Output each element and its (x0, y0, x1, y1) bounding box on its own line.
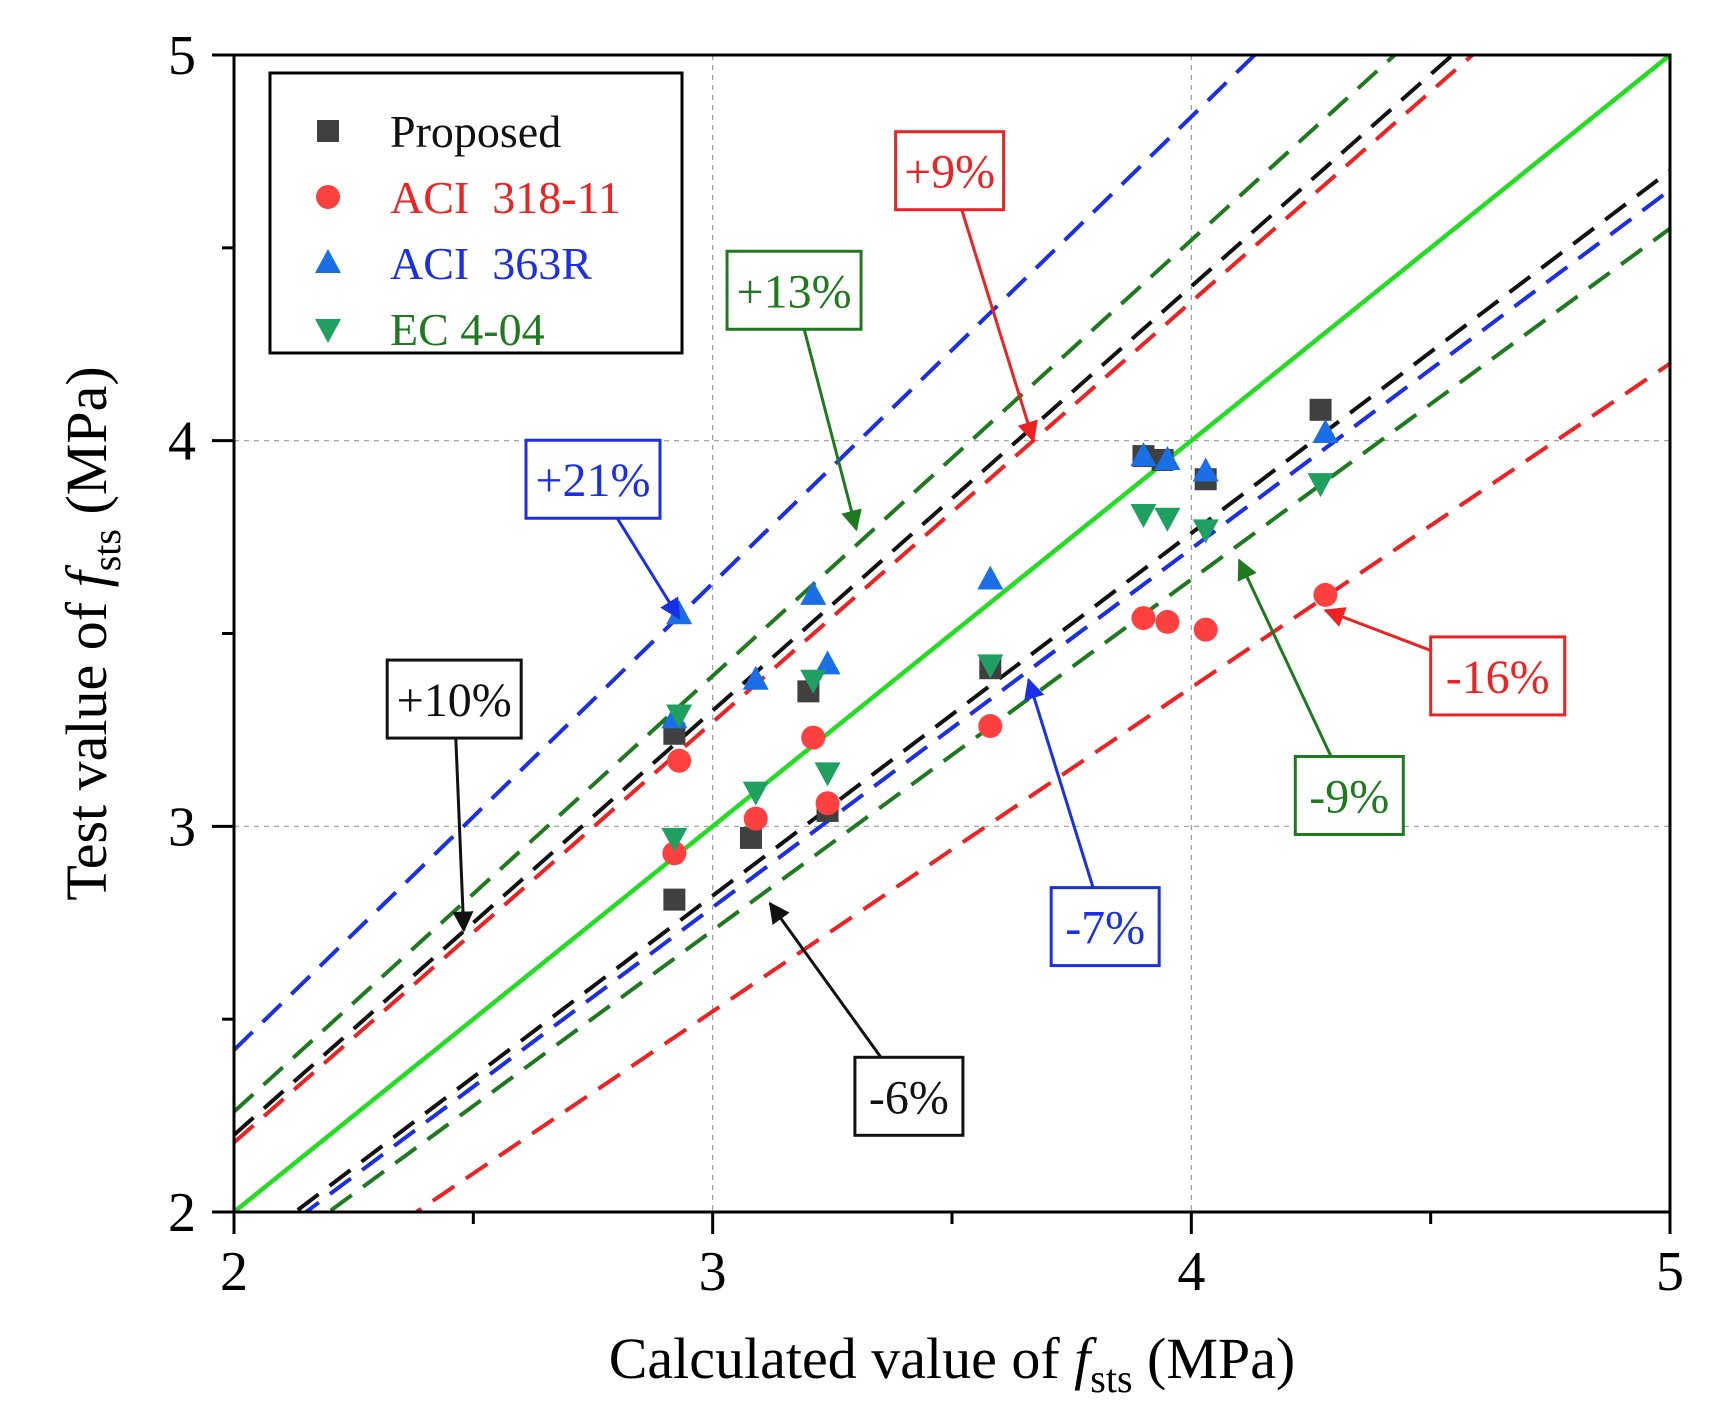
data-point (1130, 442, 1157, 467)
y-tick-label: 4 (168, 411, 196, 473)
data-point (977, 654, 1004, 679)
data-point (801, 725, 826, 750)
data-point (977, 565, 1004, 590)
data-point (815, 791, 840, 816)
annotation-box (853, 1055, 965, 1137)
annotation-arrow (615, 517, 681, 620)
bound-line (291, 169, 1670, 1212)
data-point (1130, 503, 1157, 528)
reference-line (234, 55, 1670, 1212)
annotation-label: -9% (1309, 770, 1389, 823)
data-point (1193, 617, 1218, 642)
data-point (978, 714, 1003, 739)
data-point (662, 841, 687, 866)
legend-box (268, 71, 684, 355)
data-points (661, 398, 1339, 911)
legend-marker (316, 185, 340, 209)
data-point (1192, 519, 1219, 544)
data-point (661, 827, 688, 852)
legend-label: EC 4-04 (390, 304, 545, 355)
annotation-arrow (1024, 677, 1095, 889)
annotation-box (524, 438, 662, 520)
data-point (1313, 582, 1338, 607)
data-point (814, 762, 841, 787)
legend-marker (315, 319, 341, 343)
bound-line (302, 188, 1670, 1212)
data-point (667, 748, 692, 773)
bound-line (325, 226, 1670, 1212)
bound-line (234, 55, 1258, 1052)
annotation-label: +13% (737, 265, 852, 318)
data-point (814, 650, 841, 675)
data-point (1192, 457, 1219, 482)
annotation-label: -6% (869, 1071, 949, 1124)
tick-labels: 2 3 4 5 2 3 4 5 (168, 25, 1684, 1303)
annotation-box (894, 130, 1006, 212)
annotation-box (725, 249, 863, 331)
annotation-box (385, 658, 523, 740)
annotation-label: +10% (397, 674, 512, 727)
bound-line (412, 361, 1670, 1212)
legend-label: ACI 318-11 (390, 172, 621, 223)
data-point (1154, 507, 1181, 532)
x-tick-label: 2 (220, 1241, 248, 1303)
annotation-box (1429, 635, 1567, 717)
legend: Proposed ACI 318-11 ACI 363R EC 4-04 (268, 71, 684, 355)
annotation-box (1049, 886, 1161, 968)
data-point (739, 826, 762, 849)
y-tick-label: 2 (168, 1182, 196, 1244)
data-point (1307, 473, 1334, 498)
data-point (742, 665, 769, 690)
legend-marker (317, 120, 339, 142)
x-tick-label: 4 (1177, 1241, 1205, 1303)
data-point (1309, 398, 1332, 421)
grid-lines (234, 55, 1670, 1212)
data-point (743, 806, 768, 831)
data-point (663, 888, 686, 911)
legend-label: Proposed (390, 106, 561, 157)
data-point (1131, 606, 1156, 631)
bound-line (234, 55, 1398, 1114)
x-tick-label: 3 (699, 1241, 727, 1303)
legend-label: ACI 363R (390, 238, 592, 289)
y-tick-label: 3 (168, 796, 196, 858)
y-axis-label: Test value of fsts (MPa) (54, 366, 129, 900)
data-point (742, 781, 769, 806)
annotation-label: -7% (1065, 902, 1145, 955)
annotation-labels: +9% +13% +21% +10% -6% -7% -9% -16% (385, 130, 1567, 1137)
axis-ticks (212, 53, 1672, 1234)
data-point (666, 704, 693, 729)
annotation-arrow (960, 209, 1038, 443)
annotation-arrow (452, 738, 474, 933)
annotation-arrow (1237, 558, 1333, 758)
data-point (1312, 418, 1339, 443)
bound-lines (234, 55, 1670, 1212)
y-tick-label: 5 (168, 25, 196, 87)
legend-marker (315, 249, 341, 273)
annotation-box (1293, 754, 1405, 836)
x-axis-label: Calculated value of fsts (MPa) (609, 1326, 1296, 1401)
x-tick-label: 5 (1656, 1241, 1684, 1303)
annotation-arrow (768, 901, 883, 1059)
data-point (1154, 445, 1181, 470)
data-point (800, 580, 827, 605)
annotation-label: +21% (535, 454, 650, 507)
annotation-arrows (452, 209, 1432, 1059)
annotation-arrow (802, 328, 862, 532)
data-point (1155, 609, 1180, 634)
annotation-label: -16% (1446, 651, 1550, 704)
annotation-arrow (1323, 607, 1432, 652)
data-point (800, 669, 827, 694)
annotation-label: +9% (904, 146, 995, 199)
